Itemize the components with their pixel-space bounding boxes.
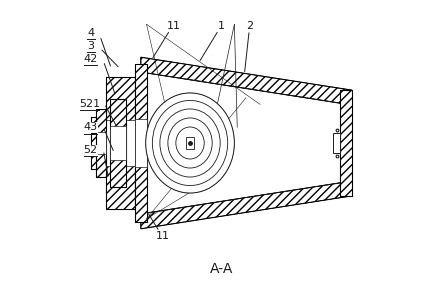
Text: 521: 521 bbox=[79, 99, 100, 108]
Text: 2: 2 bbox=[247, 21, 254, 31]
Bar bbox=[96, 109, 106, 177]
Bar bbox=[91, 117, 96, 130]
Bar bbox=[91, 133, 96, 153]
Bar bbox=[110, 99, 126, 187]
Text: 4: 4 bbox=[87, 28, 94, 38]
Text: 1: 1 bbox=[218, 21, 225, 31]
Bar bbox=[106, 77, 135, 209]
Ellipse shape bbox=[146, 93, 234, 193]
Bar bbox=[91, 156, 96, 169]
Ellipse shape bbox=[176, 127, 204, 159]
Bar bbox=[186, 137, 194, 149]
Bar bbox=[91, 133, 96, 153]
Bar bbox=[110, 99, 126, 187]
Polygon shape bbox=[141, 57, 352, 105]
Bar bbox=[333, 133, 340, 153]
Bar bbox=[110, 126, 126, 160]
Bar bbox=[135, 64, 147, 222]
Bar bbox=[96, 109, 106, 177]
Bar bbox=[96, 132, 106, 154]
Ellipse shape bbox=[168, 118, 212, 168]
Text: 11: 11 bbox=[167, 21, 181, 31]
Text: 52: 52 bbox=[83, 145, 97, 155]
Bar bbox=[106, 77, 135, 209]
Bar bbox=[91, 156, 96, 169]
Bar bbox=[340, 90, 352, 196]
Text: 43: 43 bbox=[83, 122, 97, 132]
Bar bbox=[135, 64, 147, 222]
Ellipse shape bbox=[152, 100, 228, 186]
Polygon shape bbox=[141, 181, 352, 229]
Bar bbox=[135, 119, 147, 167]
Text: 3: 3 bbox=[87, 41, 94, 51]
Text: A-A: A-A bbox=[210, 262, 233, 276]
Bar bbox=[91, 117, 96, 130]
Bar bbox=[340, 90, 352, 196]
Bar bbox=[106, 120, 135, 166]
Text: 11: 11 bbox=[156, 231, 170, 241]
Ellipse shape bbox=[160, 109, 220, 177]
Text: 42: 42 bbox=[83, 54, 97, 64]
